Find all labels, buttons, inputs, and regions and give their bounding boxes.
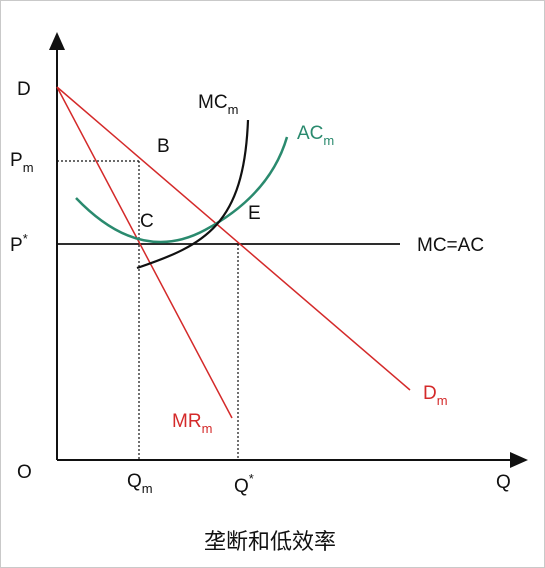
pm-label: Pm xyxy=(10,150,34,175)
point-c-label: C xyxy=(140,211,154,232)
quantity-axis-label: Q xyxy=(496,472,511,493)
qm-label: Qm xyxy=(127,471,153,496)
demand-curve xyxy=(56,86,411,391)
mc-equals-ac-label: MC=AC xyxy=(417,235,484,256)
mc-monopoly-curve xyxy=(136,119,250,270)
point-b-label: B xyxy=(157,136,170,157)
qstar-label: Q* xyxy=(234,471,254,497)
marginal-revenue-label: MRm xyxy=(172,411,212,436)
price-axis-label: D xyxy=(17,79,31,100)
ac-monopoly-label: ACm xyxy=(297,123,334,148)
diagram-caption: 垄断和低效率 xyxy=(204,530,336,555)
point-e-label: E xyxy=(248,203,261,224)
ac-monopoly-curve xyxy=(75,136,289,244)
mc-monopoly-label: MCm xyxy=(198,92,238,117)
pstar-label: P* xyxy=(10,231,28,256)
marginal-revenue-curve xyxy=(56,86,233,419)
demand-curve-label: Dm xyxy=(423,383,448,408)
origin-label: O xyxy=(17,462,32,483)
